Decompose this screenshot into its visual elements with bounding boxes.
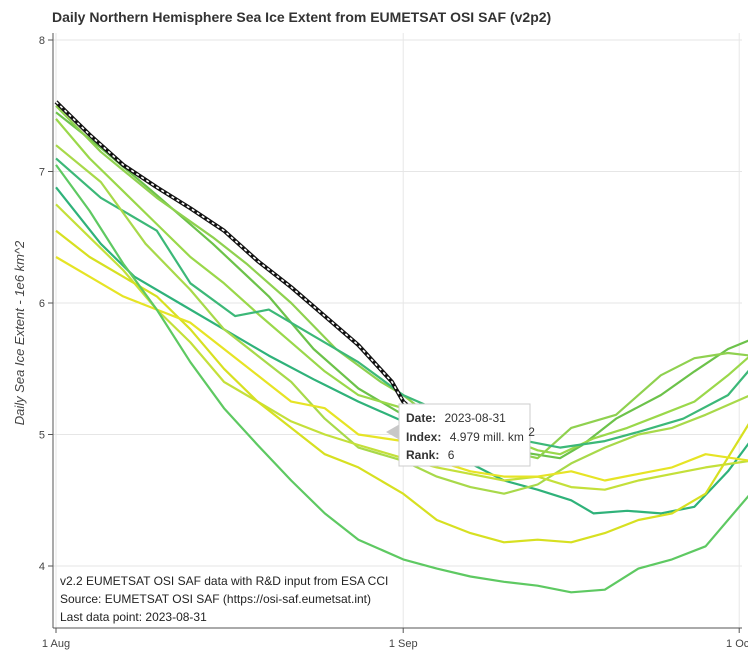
svg-text:Date: 2023-08-31: Date: 2023-08-31: [406, 409, 506, 426]
current-line-dashes: [55, 101, 471, 438]
y-axis-label: Daily Sea Ice Extent - 1e6 km^2: [12, 240, 27, 425]
tooltip-date-label: Date:: [406, 411, 436, 425]
tooltip-index-label: Index:: [406, 430, 441, 444]
tooltip-box: [398, 403, 531, 467]
y-tick-labels: 4 5 6 7 8: [39, 35, 45, 573]
note-last-data-point: Last data point: 2023-08-31: [60, 610, 207, 624]
note-version: v2.2 EUMETSAT OSI SAF data with R&D inpu…: [60, 574, 388, 588]
tooltip-index-superscript: 2: [528, 425, 535, 439]
grid: [53, 33, 742, 628]
x-tick-labels: 1 Aug 1 Sep 1 Oct: [42, 638, 748, 650]
tooltip-index: 4.979 mill. km: [450, 430, 524, 444]
current-year-line[interactable]: [54, 100, 471, 440]
axes: [48, 33, 742, 633]
series-lines[interactable]: [55, 105, 748, 594]
svg-text:Index: 4.979 mill. km: Index: 4.979 mill. km 2: [406, 425, 535, 445]
hover-tooltip: Date: 2023-08-31 Index: 4.979 mill. km 2…: [386, 403, 535, 467]
tooltip-pointer: [386, 424, 400, 440]
series-line-10[interactable]: [55, 164, 748, 594]
y-tick-label: 6: [39, 298, 45, 310]
series-line-8[interactable]: [55, 229, 748, 544]
series-line-6[interactable]: [55, 144, 748, 495]
x-tick-label: 1 Sep: [389, 638, 418, 650]
y-tick-label: 5: [39, 430, 45, 442]
y-tick-label: 4: [39, 561, 45, 573]
x-tick-label: 1 Aug: [42, 638, 70, 650]
tooltip-rank-label: Rank:: [406, 448, 439, 462]
x-tick-label: 1 Oct: [726, 638, 748, 650]
svg-text:Rank: 6: Rank: 6: [406, 446, 455, 463]
tooltip-date: 2023-08-31: [444, 411, 506, 425]
chart-title: Daily Northern Hemisphere Sea Ice Extent…: [52, 9, 551, 25]
y-tick-label: 8: [39, 35, 45, 47]
y-tick-label: 7: [39, 167, 45, 179]
note-source: Source: EUMETSAT OSI SAF (https://osi-sa…: [60, 592, 371, 606]
tooltip-rank: 6: [448, 448, 455, 462]
current-line-outline[interactable]: [54, 100, 471, 440]
